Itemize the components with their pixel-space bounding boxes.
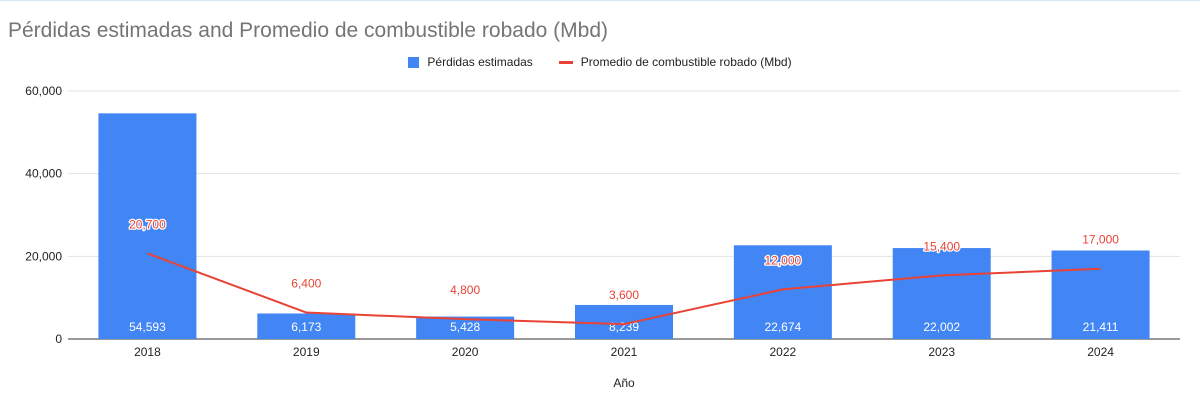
x-tick-label-2021: 2021 <box>611 345 638 359</box>
y-tick-label: 60,000 <box>25 84 62 98</box>
line-series <box>147 252 1101 326</box>
bar-label-2022: 22,674 <box>765 320 802 334</box>
legend-label-perdidas: Pérdidas estimadas <box>427 55 533 69</box>
x-tick-label-2020: 2020 <box>452 345 479 359</box>
x-tick-label-2022: 2022 <box>770 345 797 359</box>
chart-legend: Pérdidas estimadas Promedio de combustib… <box>0 55 1200 69</box>
bar-2018 <box>98 113 197 339</box>
bar-label-2020: 5,428 <box>450 320 480 334</box>
bar-label-2019: 6,173 <box>291 320 321 334</box>
legend-label-combustible: Promedio de combustible robado (Mbd) <box>580 55 792 69</box>
y-tick-label: 20,000 <box>25 249 62 263</box>
line-label-2022: 12,000 <box>765 253 802 267</box>
bar-data-labels: 54,593 6,173 5,428 8,239 22,674 22,002 21,411 <box>129 320 1119 334</box>
y-tick-label: 40,000 <box>25 167 62 181</box>
x-tick-label-2018: 2018 <box>134 345 161 359</box>
x-tick-label-2024: 2024 <box>1087 345 1114 359</box>
line-combustible <box>147 252 1101 326</box>
line-label-2023: 15,400 <box>923 239 960 253</box>
line-label-2024: 17,000 <box>1082 233 1119 247</box>
bar-series <box>98 113 1150 339</box>
bar-2024 <box>1051 250 1150 339</box>
x-axis-label: Año <box>613 376 635 390</box>
legend-item-perdidas[interactable]: Pérdidas estimadas <box>408 55 533 69</box>
x-axis-ticks: 2018 2019 2020 2021 2022 2023 2024 <box>134 345 1114 359</box>
y-axis-ticks: 0 20,000 40,000 60,000 <box>25 84 62 346</box>
line-label-2020: 4,800 <box>450 283 480 297</box>
legend-swatch-line <box>558 60 573 64</box>
line-label-2021: 3,600 <box>609 288 639 302</box>
legend-item-combustible[interactable]: Promedio de combustible robado (Mbd) <box>558 55 792 69</box>
legend-swatch-bar <box>408 56 420 68</box>
bar-2023 <box>892 248 991 339</box>
bar-2022 <box>733 245 832 339</box>
bar-label-2018: 54,593 <box>129 320 166 334</box>
chart-title: Pérdidas estimadas and Promedio de combu… <box>8 19 608 42</box>
line-label-2019: 6,400 <box>291 277 321 291</box>
x-tick-label-2023: 2023 <box>928 345 955 359</box>
line-data-labels: 20,700 6,400 4,800 3,600 12,000 15,400 17,000 <box>128 216 1121 303</box>
bar-label-2024: 21,411 <box>1083 320 1119 334</box>
bar-label-2023: 22,002 <box>923 320 960 334</box>
bar-2020 <box>416 316 515 339</box>
x-tick-label-2019: 2019 <box>293 345 320 359</box>
line-label-2018: 20,700 <box>129 217 166 231</box>
bar-2019 <box>257 313 356 339</box>
y-tick-label: 0 <box>55 332 62 346</box>
bar-2021 <box>575 304 673 339</box>
